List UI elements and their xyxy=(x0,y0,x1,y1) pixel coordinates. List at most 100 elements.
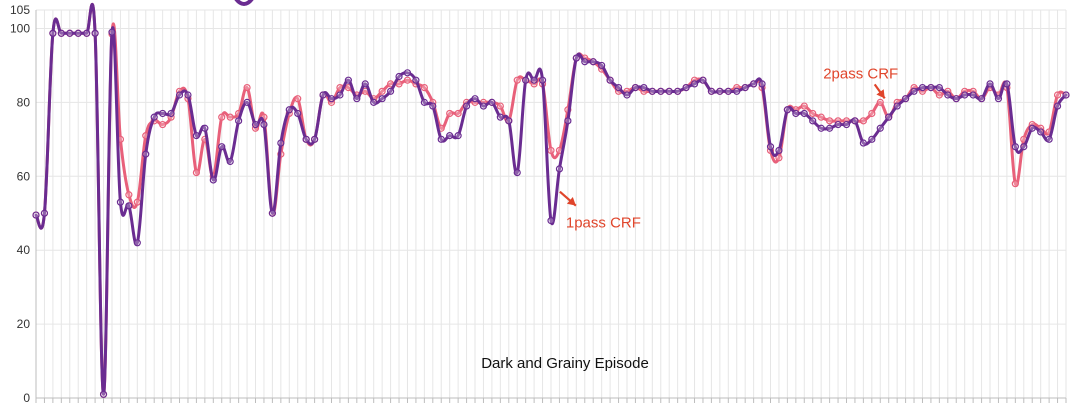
annotation-2pass-arrow xyxy=(873,83,886,100)
data-point-onepass xyxy=(648,87,656,95)
data-point-onepass xyxy=(572,54,580,62)
data-point-onepass xyxy=(386,87,395,95)
data-point-twopass xyxy=(547,146,555,155)
data-point-twopass xyxy=(403,76,412,84)
data-point-onepass xyxy=(353,95,361,103)
data-point-onepass xyxy=(826,124,834,132)
data-point-onepass xyxy=(522,76,530,84)
series-line-onepass xyxy=(34,2,1068,396)
annotation-1pass-arrow-head xyxy=(566,197,576,206)
data-point-onepass xyxy=(437,135,445,143)
data-point-twopass xyxy=(1053,91,1062,99)
data-point-onepass xyxy=(1020,143,1028,151)
data-point-onepass xyxy=(420,98,428,106)
annotation-1pass-arrow xyxy=(559,190,577,207)
data-point-onepass xyxy=(479,102,488,110)
data-point-onepass xyxy=(614,83,623,92)
data-point-onepass xyxy=(809,117,817,125)
data-point-twopass xyxy=(817,113,825,121)
data-point-onepass xyxy=(741,83,749,92)
data-point-onepass xyxy=(885,113,893,121)
data-point-onepass xyxy=(707,87,716,95)
data-point-onepass xyxy=(631,83,640,92)
data-point-onepass xyxy=(260,120,268,129)
data-point-onepass xyxy=(910,87,918,95)
data-point-onepass xyxy=(961,91,969,99)
data-point-onepass xyxy=(682,83,690,92)
data-point-onepass xyxy=(674,87,682,95)
data-point-onepass xyxy=(901,95,910,103)
data-point-onepass xyxy=(40,209,49,217)
data-point-onepass xyxy=(133,239,141,247)
data-point-onepass xyxy=(412,76,420,84)
annotation-2pass-label: 2pass CRF xyxy=(823,65,898,82)
data-point-twopass xyxy=(125,191,133,199)
data-point-onepass xyxy=(201,124,209,132)
data-point-onepass xyxy=(167,109,175,118)
data-point-onepass xyxy=(944,91,952,99)
data-point-onepass xyxy=(116,198,125,206)
data-point-onepass xyxy=(1053,102,1062,110)
data-point-onepass xyxy=(817,124,825,132)
data-point-onepass xyxy=(277,139,285,147)
data-point-onepass xyxy=(446,132,454,140)
axes xyxy=(35,10,1067,403)
data-point-onepass xyxy=(378,95,386,103)
data-point-twopass xyxy=(192,168,201,177)
data-point-onepass xyxy=(142,150,150,158)
data-point-onepass xyxy=(851,117,859,125)
y-tick-label: 60 xyxy=(17,169,31,183)
data-point-onepass xyxy=(327,95,336,103)
y-tick-label: 80 xyxy=(17,95,31,109)
data-point-onepass xyxy=(1045,135,1053,143)
series-layer xyxy=(32,2,1070,398)
data-point-twopass xyxy=(1011,180,1019,188)
data-point-onepass xyxy=(758,80,766,88)
data-point-onepass xyxy=(66,29,74,37)
chart-caption: Dark and Grainy Episode xyxy=(481,355,649,372)
data-point-onepass xyxy=(488,98,496,106)
data-point-onepass xyxy=(159,109,167,118)
data-point-onepass xyxy=(623,91,631,99)
data-point-onepass xyxy=(716,87,724,95)
data-point-onepass xyxy=(918,83,927,92)
clipped-top-mark xyxy=(234,0,254,6)
data-point-onepass xyxy=(606,76,614,84)
data-point-twopass xyxy=(378,87,386,95)
data-point-onepass xyxy=(311,135,319,143)
data-point-onepass xyxy=(505,117,513,125)
y-axis-ticks: 0 20 40 60 80 100 105 xyxy=(10,3,30,405)
data-point-onepass xyxy=(690,80,699,88)
data-point-onepass xyxy=(209,176,217,184)
data-point-twopass xyxy=(294,95,302,103)
data-point-twopass xyxy=(868,109,876,118)
data-point-onepass xyxy=(192,132,201,140)
data-point-onepass xyxy=(530,76,538,84)
data-point-onepass xyxy=(927,83,935,92)
data-point-onepass xyxy=(74,29,82,37)
data-point-onepass xyxy=(800,109,808,118)
data-point-onepass xyxy=(555,165,564,173)
data-point-onepass xyxy=(91,29,99,37)
data-point-onepass xyxy=(218,143,226,151)
data-point-onepass xyxy=(977,95,986,103)
data-point-onepass xyxy=(640,83,648,92)
data-point-twopass xyxy=(226,113,234,121)
data-point-onepass xyxy=(1062,91,1070,99)
data-point-twopass xyxy=(826,117,834,125)
data-point-onepass xyxy=(868,135,876,143)
data-point-onepass xyxy=(319,91,327,99)
data-point-onepass xyxy=(496,113,504,121)
data-point-onepass xyxy=(893,102,901,110)
data-point-twopass xyxy=(218,113,226,121)
data-point-onepass xyxy=(57,29,65,37)
data-point-onepass xyxy=(454,132,462,140)
y-tick-label: 105 xyxy=(10,3,30,17)
data-point-onepass xyxy=(344,76,352,84)
data-point-onepass xyxy=(243,98,251,106)
data-point-onepass xyxy=(226,157,234,166)
data-point-onepass xyxy=(125,202,133,210)
data-point-twopass xyxy=(935,91,943,99)
data-point-onepass xyxy=(1028,124,1036,132)
data-point-onepass xyxy=(1003,80,1011,88)
